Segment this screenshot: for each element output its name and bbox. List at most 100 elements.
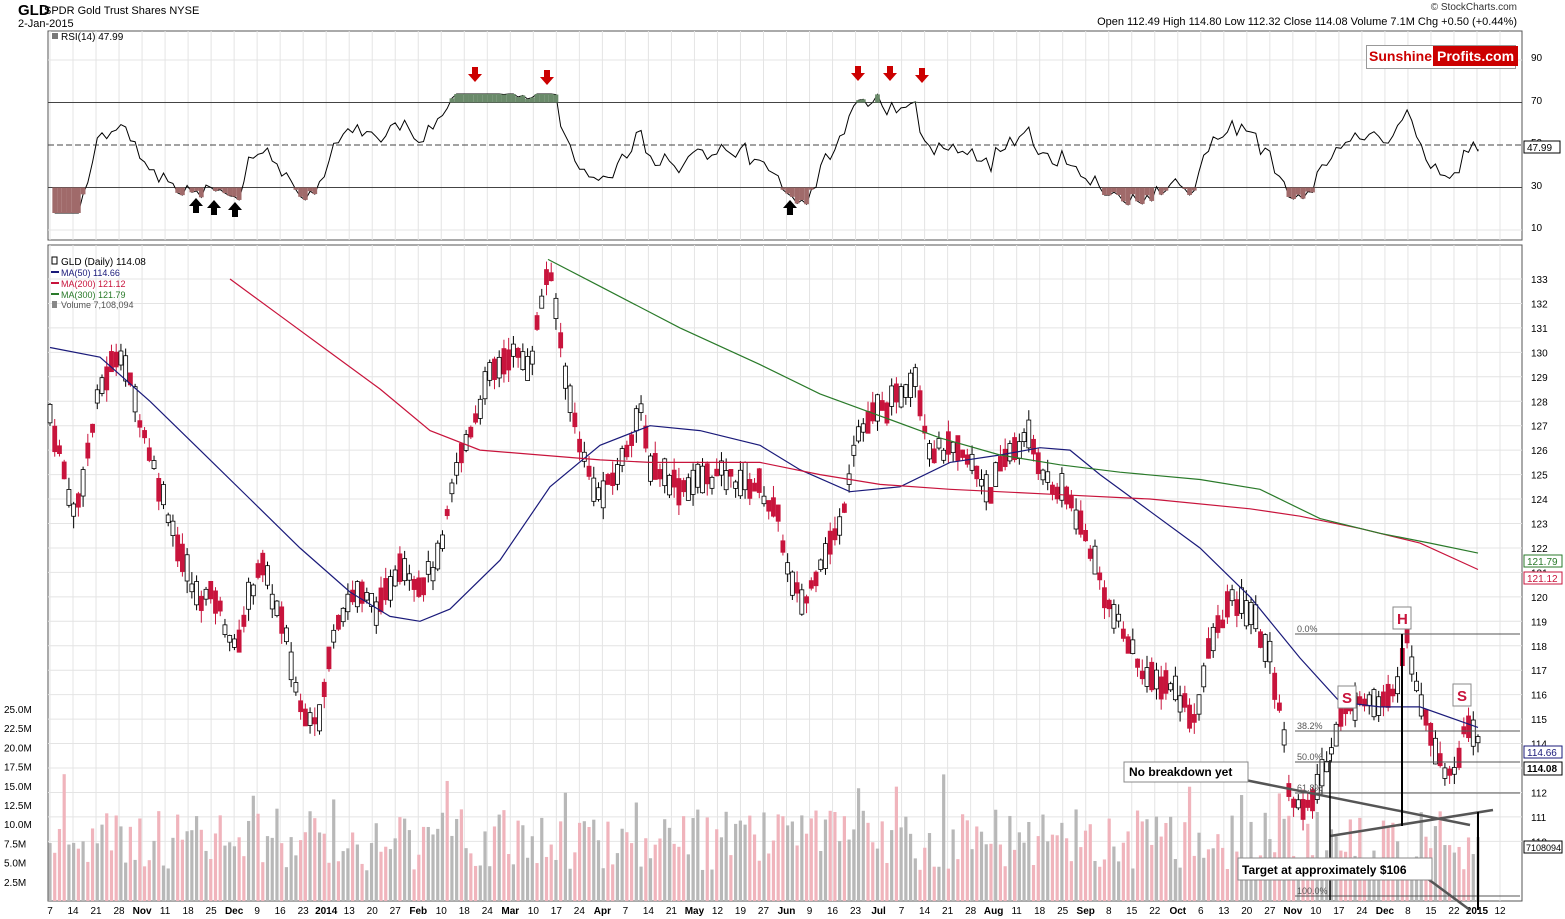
x-tick-label: Nov (1283, 906, 1302, 917)
candle-body (714, 468, 720, 477)
candle-body (586, 465, 592, 477)
volume-bar (866, 822, 870, 901)
volume-bar (596, 840, 601, 901)
volume-bar (828, 810, 832, 901)
volume-bar (1102, 859, 1107, 901)
volume-bar (365, 870, 369, 901)
candle-body (1102, 587, 1107, 609)
price-tick-label: 127 (1531, 422, 1548, 433)
volume-bar (1027, 821, 1031, 901)
volume-bar (72, 842, 76, 901)
candle-body (922, 425, 928, 434)
candle-body (728, 469, 734, 477)
arrow-up-icon (228, 202, 242, 217)
candle-body (184, 554, 190, 582)
candle-body (241, 614, 247, 627)
volume-bar (450, 835, 454, 901)
value-tag-box (1523, 571, 1563, 585)
volume-bar (1013, 849, 1017, 901)
rsi-tick-label: 10 (1531, 223, 1543, 234)
x-tick-label: 23 (850, 906, 862, 917)
candle-body (232, 638, 237, 648)
volume-bar (1098, 866, 1102, 901)
candle-body (955, 435, 961, 461)
candle-body (671, 469, 677, 488)
volume-bar (1041, 814, 1045, 901)
volume-bar (748, 815, 752, 901)
sunshine-profits-logo: Sunshine Profits.com (1366, 45, 1519, 69)
candle-body (350, 589, 356, 603)
candle-body (1040, 469, 1046, 481)
candle-body (1168, 683, 1174, 691)
candle-body (1281, 729, 1287, 746)
candle-body (775, 504, 781, 522)
volume-bar (932, 866, 936, 901)
value-tag-text: 7108094 (1526, 843, 1561, 853)
candle-body (288, 651, 294, 681)
candle-body (865, 410, 871, 434)
candle-body (165, 514, 171, 523)
fib-label: 100.0% (1297, 886, 1328, 896)
x-tick-label: 12 (712, 906, 724, 917)
x-tick-label: 24 (574, 906, 586, 917)
volume-bar (228, 842, 232, 901)
volume-bar (351, 832, 355, 901)
price-tick-label: 116 (1531, 691, 1547, 702)
volume-bar (185, 831, 189, 901)
volume-bar (856, 788, 861, 901)
candle-body (1012, 437, 1018, 461)
volume-tick-label: 17.5M (4, 763, 32, 774)
x-tick-label: 21 (666, 906, 678, 917)
candle-body (529, 350, 535, 365)
candle-body (591, 477, 597, 502)
candle-body (567, 385, 573, 413)
candle-body (534, 315, 540, 330)
candle-body (1447, 768, 1453, 776)
candle-body (1097, 572, 1103, 581)
volume-bar (1405, 864, 1409, 901)
volume-bar (341, 851, 345, 901)
volume-bar (1022, 842, 1026, 901)
candle-body (66, 489, 72, 506)
volume-bar (384, 846, 388, 901)
candle-body (1045, 471, 1051, 483)
candle-body (397, 553, 403, 582)
price-tick-label: 128 (1531, 397, 1548, 408)
x-tick-label: 19 (735, 906, 747, 917)
x-tick-label: 14 (643, 906, 655, 917)
candle-body (213, 590, 218, 614)
candle-body (927, 443, 932, 460)
arrow-down-icon (883, 66, 897, 81)
x-tick-label: 21 (90, 906, 102, 917)
candle-body (719, 460, 724, 476)
candle-body (903, 384, 909, 398)
volume-bar (639, 866, 643, 901)
candle-body (1451, 767, 1457, 775)
volume-bar (710, 869, 714, 901)
value-tag-ma300: 121.79 (1523, 554, 1563, 568)
candle-body (142, 430, 147, 439)
candle-body (71, 503, 77, 517)
candle-body (1087, 548, 1093, 559)
candle-body (860, 423, 866, 433)
volume-bar (838, 841, 842, 901)
x-tick-label: 25 (1057, 906, 1069, 917)
volume-bar (1221, 847, 1225, 901)
price-tick-label: 133 (1531, 275, 1548, 286)
candle-body (260, 552, 266, 576)
candle-body (440, 534, 445, 549)
candle-body (870, 402, 876, 422)
volume-bar (1169, 816, 1173, 901)
candle-body (1437, 753, 1443, 767)
candle-body (737, 469, 743, 497)
volume-bar (1235, 851, 1239, 901)
volume-bar (960, 814, 965, 901)
price-tick-label: 119 (1531, 617, 1547, 628)
volume-bar (507, 854, 511, 901)
candle-body (1144, 667, 1150, 687)
volume-bar (369, 843, 374, 901)
price-tick-label: 114 (1531, 740, 1547, 751)
price-panel (47, 244, 1523, 902)
candle-body (889, 385, 895, 407)
volume-bar (114, 815, 118, 901)
